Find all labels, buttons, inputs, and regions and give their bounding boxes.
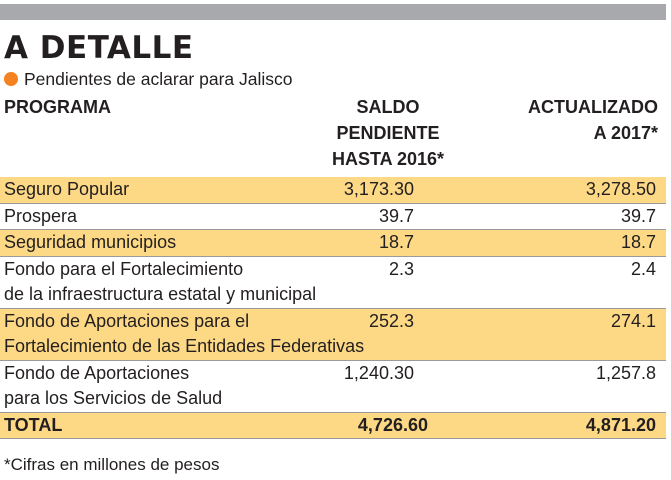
row-programa-line: de la infraestructura estatal y municipa… xyxy=(4,284,317,304)
table-row: Seguro Popular 3,173.30 3,278.50 xyxy=(0,177,666,204)
row-saldo: 18.7 xyxy=(378,232,414,252)
row-programa-line: Seguridad municipios xyxy=(4,232,177,252)
table-row: Prospera 39.7 39.7 xyxy=(0,204,666,230)
row-programa-line: Fondo de Aportaciones para el xyxy=(4,310,250,331)
row-saldo: 39.7 xyxy=(378,205,414,226)
subtitle-text: Pendientes de aclarar para Jalisco xyxy=(24,68,293,89)
row-saldo: 1,240.30 xyxy=(343,362,414,383)
top-gray-bar xyxy=(0,4,666,20)
total-saldo: 4,726.60 xyxy=(357,414,428,435)
row-actualizado: 2.4 xyxy=(630,258,656,279)
total-label-text: TOTAL xyxy=(4,414,63,435)
table-body: Seguro Popular 3,173.30 3,278.50 Prosper… xyxy=(0,177,666,439)
total-row: TOTAL 4,726.60 4,871.20 xyxy=(0,412,666,439)
row-saldo: 252.3 xyxy=(368,310,414,331)
row-programa-line: para los Servicios de Salud xyxy=(4,388,223,408)
row-saldo: 2.3 xyxy=(388,258,414,279)
row-actualizado: 18.7 xyxy=(620,232,656,252)
column-header-saldo-line: PENDIENTE xyxy=(336,123,440,143)
row-programa-line: Fortalecimiento de las Entidades Federat… xyxy=(4,336,365,356)
column-header-actualizado: ACTUALIZADO A 2017* xyxy=(480,94,658,146)
row-actualizado: 274.1 xyxy=(610,310,656,331)
column-header-actualizado-line: A 2017* xyxy=(593,123,658,143)
table-row: Fondo de Aportaciones para los Servicios… xyxy=(0,361,666,413)
row-programa: Fondo para el Fortalecimiento de la infr… xyxy=(0,257,400,308)
row-actualizado: 39.7 xyxy=(620,205,656,226)
row-programa: Seguro Popular xyxy=(0,177,400,203)
row-programa: Seguridad municipios xyxy=(0,230,400,256)
row-programa: Fondo de Aportaciones para el Fortalecim… xyxy=(0,309,400,360)
total-actualizado: 4,871.20 xyxy=(585,414,656,435)
row-programa-line: Fondo para el Fortalecimiento xyxy=(4,258,244,279)
row-saldo: 3,173.30 xyxy=(343,179,414,199)
table-row: Seguridad municipios 18.7 18.7 xyxy=(0,230,666,257)
column-header-saldo-line: HASTA 2016* xyxy=(331,149,445,169)
orange-dot-icon xyxy=(4,72,18,86)
row-programa-line: Prospera xyxy=(4,205,78,226)
row-programa: Fondo de Aportaciones para los Servicios… xyxy=(0,361,400,412)
page-title: A DETALLE xyxy=(4,30,194,66)
row-programa-line: Seguro Popular xyxy=(4,179,130,199)
subtitle: Pendientes de aclarar para Jalisco xyxy=(4,66,293,92)
row-actualizado: 1,257.8 xyxy=(595,362,656,383)
column-header-saldo-line: SALDO xyxy=(356,97,420,117)
column-header-saldo: SALDO PENDIENTE HASTA 2016* xyxy=(300,94,476,172)
footnote: *Cifras en millones de pesos xyxy=(4,455,220,474)
total-label: TOTAL xyxy=(0,413,400,439)
table-row: Fondo para el Fortalecimiento de la infr… xyxy=(0,257,666,309)
row-programa: Prospera xyxy=(0,204,400,230)
column-header-programa: PROGRAMA xyxy=(4,97,111,117)
column-header-actualizado-line: ACTUALIZADO xyxy=(528,97,658,117)
row-programa-line: Fondo de Aportaciones xyxy=(4,362,190,383)
table-row: Fondo de Aportaciones para el Fortalecim… xyxy=(0,308,666,361)
row-actualizado: 3,278.50 xyxy=(585,179,656,199)
